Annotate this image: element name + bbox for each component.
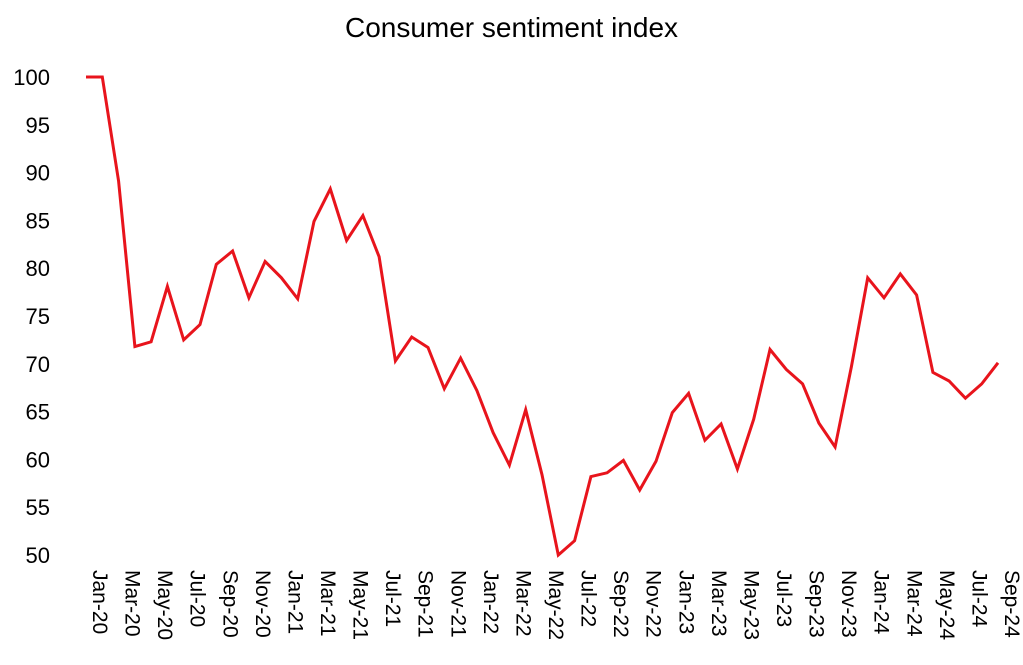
y-tick-label: 60 [26, 447, 50, 472]
x-tick-label: May-21 [349, 570, 372, 640]
x-tick-label: May-23 [739, 570, 762, 640]
x-tick-label: Sep-22 [609, 570, 632, 638]
x-tick-label: Jul-24 [967, 570, 990, 628]
y-tick-label: 100 [13, 65, 50, 90]
x-tick-label: Jan-23 [674, 570, 697, 634]
x-tick-label: Sep-20 [218, 570, 241, 638]
x-tick-label: Jan-20 [88, 570, 111, 634]
y-tick-label: 85 [26, 208, 50, 233]
series-line [86, 75, 1000, 558]
y-axis: 50 55 60 65 70 75 80 85 90 95 100 [13, 65, 50, 568]
x-tick-label: Nov-23 [837, 570, 860, 638]
x-tick-label: Mar-20 [121, 570, 144, 637]
x-tick-label: Nov-20 [251, 570, 274, 638]
y-tick-label: 90 [26, 161, 50, 186]
x-tick-label: Jan-24 [870, 570, 893, 635]
y-tick-label: 75 [26, 304, 50, 329]
x-tick-label: Jul-23 [772, 570, 795, 627]
x-tick-label: Jul-21 [381, 570, 404, 627]
y-tick-label: 70 [26, 352, 50, 377]
y-tick-label: 55 [26, 495, 50, 520]
x-tick-label: Mar-24 [902, 570, 925, 637]
x-tick-label: Jan-21 [283, 570, 306, 634]
x-tick-label: May-20 [153, 570, 176, 640]
x-tick-label: Jan-22 [479, 570, 502, 634]
x-tick-label: May-22 [544, 570, 567, 640]
y-tick-label: 65 [26, 400, 50, 425]
x-tick-label: Jul-20 [186, 570, 209, 627]
chart-title: Consumer sentiment index [344, 12, 679, 43]
y-tick-label: 95 [26, 113, 50, 138]
x-tick-label: Sep-23 [805, 570, 828, 638]
x-tick-label: Nov-22 [642, 570, 665, 638]
x-axis: Jan-20 Mar-20 May-20 Jul-20 Sep-20 Nov-20 Jan-… [88, 570, 1023, 640]
series-layer [86, 75, 1000, 558]
x-tick-label: Jul-22 [577, 570, 600, 627]
x-tick-label: Mar-22 [511, 570, 534, 637]
y-tick-label: 80 [26, 256, 50, 281]
x-tick-label: May-24 [935, 570, 958, 640]
x-tick-label: Nov-21 [446, 570, 469, 638]
x-tick-label: Mar-21 [316, 570, 339, 637]
y-tick-label: 50 [26, 543, 50, 568]
x-tick-label: Sep-21 [414, 570, 437, 638]
x-tick-label: Sep-24 [1000, 570, 1023, 638]
x-tick-label: Mar-23 [707, 570, 730, 637]
